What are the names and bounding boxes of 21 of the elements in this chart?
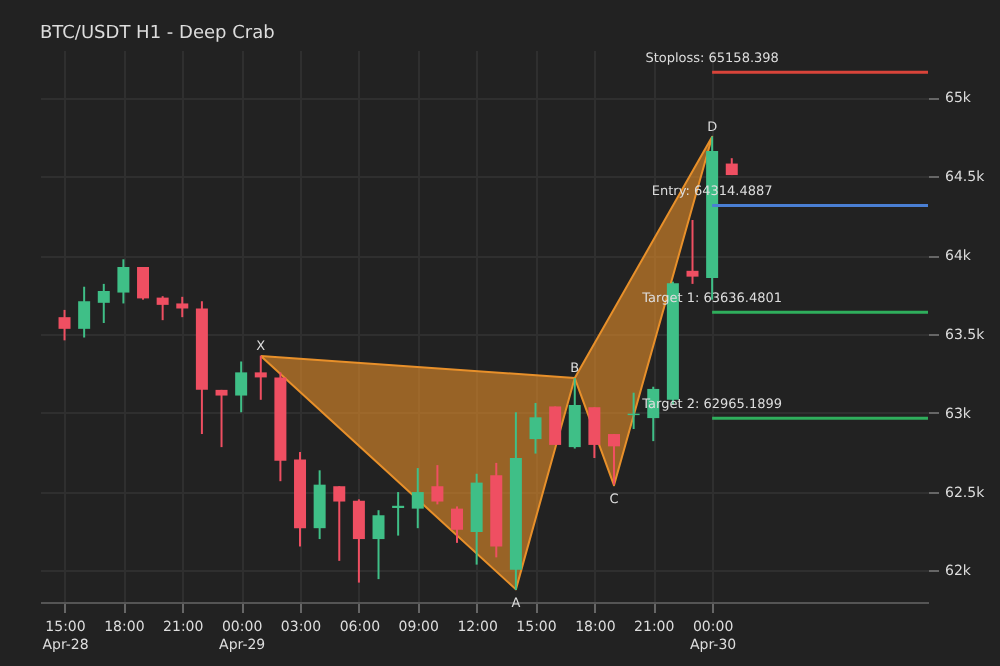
candlestick	[176, 295, 189, 319]
candlestick	[352, 498, 365, 584]
candlestick	[58, 308, 71, 342]
candlestick	[137, 266, 150, 301]
candlestick	[97, 282, 110, 324]
candlestick	[117, 258, 130, 305]
candlestick	[411, 467, 424, 530]
candlestick	[215, 388, 228, 449]
candlestick	[156, 295, 169, 322]
chart-title: BTC/USDT H1 - Deep Crab	[40, 24, 276, 44]
candlestick	[313, 469, 326, 541]
candlestick	[254, 354, 267, 401]
candlestick	[549, 405, 562, 446]
candlestick	[372, 509, 385, 581]
candlestick	[78, 285, 91, 339]
candlestick	[451, 505, 464, 544]
candlestick	[235, 360, 248, 414]
candlestick	[333, 485, 346, 562]
candlestick	[431, 464, 444, 506]
candlestick	[392, 491, 405, 537]
candlestick	[529, 401, 542, 455]
